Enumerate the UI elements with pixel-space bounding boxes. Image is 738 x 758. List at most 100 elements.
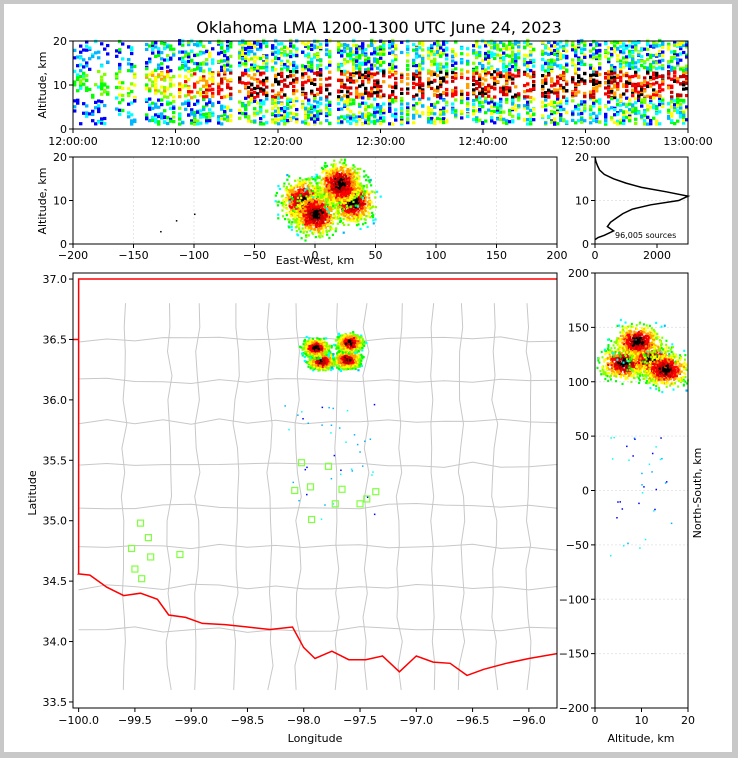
time-height-cell [652, 88, 656, 92]
time-height-cell [640, 87, 644, 92]
east-west-cell [336, 217, 339, 220]
time-height-cell [502, 110, 506, 114]
time-height-cell [391, 122, 395, 126]
time-height-cell [433, 121, 437, 126]
time-height-cell [292, 112, 296, 116]
time-height-cell [373, 64, 377, 68]
time-height-cell [259, 42, 263, 46]
time-height-cell [256, 68, 260, 73]
time-height-cell [343, 116, 347, 121]
time-height-cell [604, 81, 608, 85]
time-height-cell [622, 110, 626, 114]
time-height-cell [196, 66, 200, 70]
time-height-cell [310, 60, 314, 64]
time-height-cell [508, 40, 512, 44]
time-height-cell [658, 110, 662, 114]
time-height-cell [193, 61, 197, 66]
time-height-cell [523, 104, 527, 108]
time-height-cell [406, 106, 410, 110]
time-height-cell [85, 73, 89, 78]
time-height-cell [208, 77, 212, 81]
time-height-cell [361, 115, 365, 119]
east-west-cell [309, 189, 313, 192]
time-height-cell [340, 89, 344, 94]
time-height-cell [343, 69, 347, 73]
east-west-cell [344, 213, 347, 216]
time-height-cell [286, 106, 290, 111]
time-height-cell [436, 50, 440, 54]
time-height-cell [157, 50, 161, 54]
time-height-cell [364, 62, 368, 66]
time-height-cell [220, 88, 224, 92]
time-height-cell [190, 49, 194, 53]
time-height-cell [205, 49, 209, 54]
time-height-cell [523, 90, 527, 94]
time-height-cell [631, 57, 635, 61]
east-west-cell [302, 183, 305, 186]
time-height-cell [283, 106, 287, 110]
time-height-cell [406, 110, 410, 115]
time-height-cell [577, 75, 581, 80]
time-height-cell [79, 50, 83, 54]
time-height-cell [73, 69, 77, 73]
time-height-cell [379, 121, 383, 126]
time-height-cell [91, 109, 95, 113]
time-height-cell [622, 92, 626, 96]
time-height-cell [181, 58, 185, 63]
east-west-cell [368, 202, 371, 205]
time-height-cell [313, 105, 317, 109]
time-height-cell [556, 53, 560, 58]
east-west-cell [358, 209, 361, 212]
time-height-cell [682, 87, 686, 91]
time-height-cell [562, 89, 566, 93]
time-height-cell [484, 96, 488, 100]
east-west-cell [301, 188, 304, 191]
time-height-cell [685, 81, 689, 86]
time-height-cell [100, 42, 104, 46]
time-height-cell [358, 73, 362, 77]
time-height-cell [166, 69, 170, 74]
time-height-cell [373, 79, 377, 83]
time-height-cell [352, 101, 356, 106]
time-height-cell [646, 115, 650, 119]
east-west-cell [351, 202, 354, 205]
time-height-cell [598, 84, 602, 88]
time-height-cell [178, 82, 182, 86]
time-height-cell [634, 46, 638, 50]
time-height-cell [82, 48, 86, 52]
time-height-cell [559, 66, 563, 70]
time-height-cell [349, 121, 353, 125]
time-height-cell [502, 86, 506, 90]
east-west-cell [338, 205, 342, 208]
time-height-cell [442, 76, 446, 80]
time-height-cell [412, 72, 416, 76]
east-west-cell [285, 211, 288, 214]
time-height-cell [223, 70, 227, 74]
time-height-cell [178, 50, 182, 54]
east-west-cell [342, 218, 345, 221]
time-height-cell [559, 99, 563, 103]
time-height-cell [676, 97, 680, 101]
time-height-cell [505, 97, 509, 102]
time-height-cell [508, 42, 512, 46]
time-height-cell [202, 44, 206, 48]
time-height-cell [376, 66, 380, 70]
time-height-cell [106, 43, 110, 48]
time-height-cell [382, 93, 386, 97]
time-height-cell [532, 64, 536, 68]
time-height-cell [388, 70, 392, 74]
time-height-cell [583, 47, 587, 51]
time-height-cell [514, 108, 518, 112]
time-height-cell [76, 73, 80, 77]
time-height-cell [91, 95, 95, 99]
time-height-cell [226, 49, 230, 53]
time-height-cell [199, 40, 203, 44]
time-height-cell [316, 113, 320, 118]
time-height-cell [286, 46, 290, 50]
time-height-cell [115, 54, 119, 58]
time-height-cell [493, 102, 497, 106]
time-height-cell [631, 66, 635, 70]
time-height-cell [301, 72, 305, 76]
time-height-cell [133, 99, 137, 103]
time-height-cell [610, 76, 614, 80]
